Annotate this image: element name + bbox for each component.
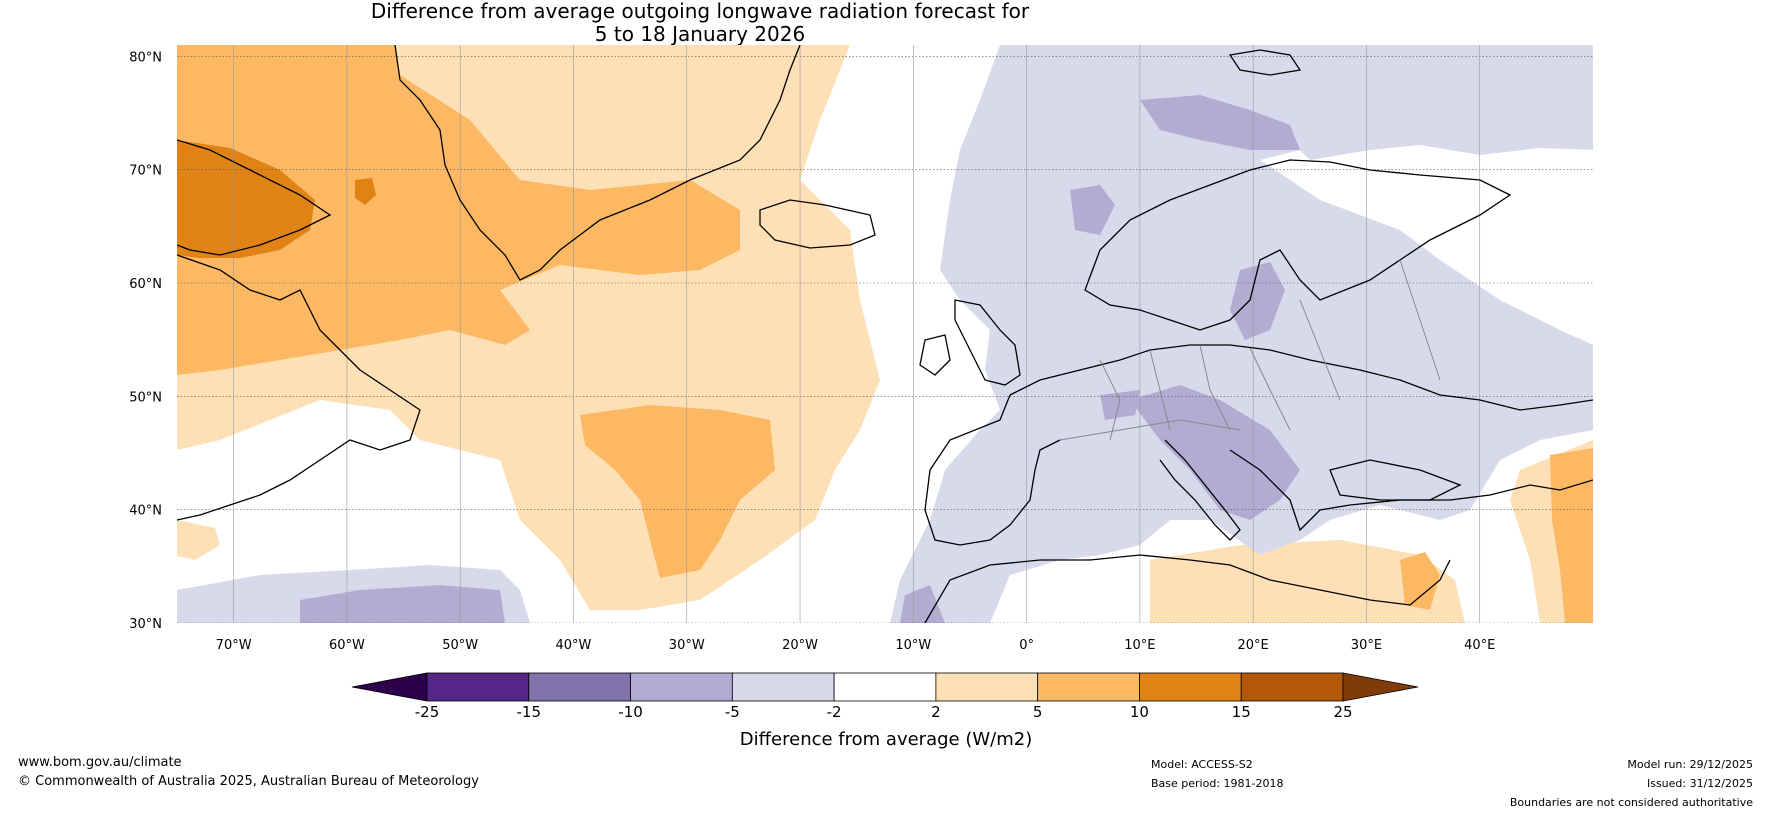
latitude-labels: 80°N 70°N 60°N 50°N 40°N 30°N [129,50,162,632]
colorbar-tick-label: 5 [1033,703,1043,721]
latitude-tick-label: 40°N [129,504,162,519]
colorbar-bin [1241,673,1343,701]
colorbar-tick-label: -15 [517,703,542,721]
model-name: Model: ACCESS-S2 [1151,758,1253,771]
colorbar-tick-label: 25 [1333,703,1352,721]
longitude-tick-label: 20°E [1238,638,1269,653]
latitude-tick-label: 60°N [129,277,162,292]
boundaries-disclaimer: Boundaries are not considered authoritat… [1510,796,1753,809]
copyright-text: © Commonwealth of Australia 2025, Austra… [18,774,479,789]
colorbar-bin [1038,673,1140,701]
colorbar-bin [936,673,1038,701]
longitude-tick-label: 40°E [1464,638,1495,653]
colorbar-bin [1139,673,1241,701]
issued-date: Issued: 31/12/2025 [1647,777,1753,790]
longitude-tick-label: 40°W [556,638,592,653]
latitude-tick-label: 80°N [129,50,162,65]
longitude-tick-label: 0° [1019,638,1034,653]
colorbar-bin [427,673,529,701]
latitude-tick-label: 30°N [129,617,162,632]
longitude-labels: 70°W 60°W 50°W 40°W 30°W 20°W 10°W 0° 10°E 20°E 30… [216,638,1496,653]
longitude-tick-label: 60°W [329,638,365,653]
model-run-date: Model run: 29/12/2025 [1627,758,1753,771]
base-period: Base period: 1981-2018 [1151,777,1283,790]
latitude-tick-label: 50°N [129,390,162,405]
longitude-tick-label: 10°E [1124,638,1155,653]
latitude-tick-label: 70°N [129,164,162,179]
colorbar-extend-high [1343,673,1418,701]
longitude-tick-label: 10°W [895,638,931,653]
colorbar-tick-label: 15 [1232,703,1251,721]
anomaly-map: 80°N 70°N 60°N 50°N 40°N 30°N 70°W 60°W 50°W 40°… [0,0,1770,816]
colorbar-tick-label: -5 [725,703,740,721]
colorbar-bin [732,673,834,701]
legend-title: Difference from average (W/m2) [740,729,1032,750]
longitude-tick-label: 30°E [1351,638,1382,653]
map-field [177,45,1593,623]
colorbar-tick-label: -2 [827,703,842,721]
colorbar-tick-label: 2 [931,703,941,721]
colorbar-bin [834,673,936,701]
colorbar-bin [631,673,733,701]
colorbar-tick-label: 10 [1130,703,1149,721]
longitude-tick-label: 20°W [782,638,818,653]
longitude-tick-label: 50°W [442,638,478,653]
colorbar [352,673,1418,701]
colorbar-bin [529,673,631,701]
colorbar-tick-label: -10 [618,703,643,721]
colorbar-extend-low [352,673,427,701]
colorbar-tick-labels: -25 -15 -10 -5 -2 2 5 10 15 25 [415,703,1353,721]
website-link[interactable]: www.bom.gov.au/climate [18,755,182,770]
longitude-tick-label: 70°W [216,638,252,653]
longitude-tick-label: 30°W [669,638,705,653]
colorbar-tick-label: -25 [415,703,440,721]
